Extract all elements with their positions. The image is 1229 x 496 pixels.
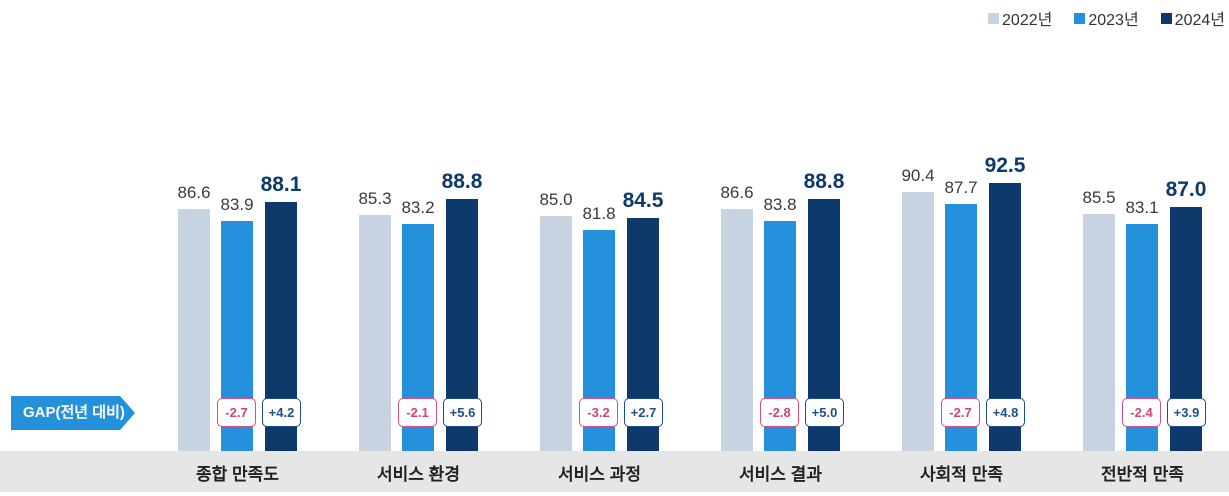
- gap-badge-2023: -2.1: [398, 398, 437, 427]
- legend-swatch-icon: [988, 12, 1000, 24]
- legend: 2022년 2023년 2024년: [988, 6, 1225, 30]
- gap-badge-2023: -2.8: [760, 398, 799, 427]
- gap-badge-2024: +5.6: [443, 398, 482, 427]
- gap-badge-2024: +4.8: [986, 398, 1025, 427]
- gap-badge-2023: -3.2: [579, 398, 618, 427]
- value-label: 83.2: [401, 197, 435, 217]
- bar: [178, 208, 210, 451]
- gap-badge-2024: +2.7: [624, 398, 663, 427]
- gap-badge-2024: +5.0: [805, 398, 844, 427]
- value-label: 83.9: [220, 194, 254, 214]
- value-label: 90.4: [901, 166, 935, 186]
- category-axis-band: [0, 451, 1229, 492]
- gap-label-tag: GAP(전년 대비): [11, 396, 135, 430]
- value-label: 85.3: [358, 188, 392, 208]
- value-label: 83.8: [763, 195, 797, 215]
- gap-badge-2024: +3.9: [1167, 398, 1206, 427]
- value-label: 83.1: [1125, 198, 1159, 218]
- legend-swatch-icon: [1160, 12, 1172, 24]
- value-label: 85.5: [1082, 187, 1116, 207]
- legend-label: 2024년: [1174, 12, 1225, 29]
- category-label: 사회적 만족: [920, 465, 1003, 484]
- legend-item: 2024년: [1160, 6, 1225, 30]
- value-label: 85.0: [539, 189, 573, 209]
- legend-swatch-icon: [1074, 12, 1086, 24]
- value-label: 86.6: [720, 182, 754, 202]
- gap-badge-2024: +4.2: [262, 398, 301, 427]
- category-label: 서비스 환경: [377, 465, 460, 484]
- category-label: 서비스 결과: [739, 465, 822, 484]
- value-label: 88.1: [260, 173, 302, 197]
- value-label: 88.8: [803, 170, 845, 194]
- bar: [1083, 213, 1115, 451]
- value-label: 81.8: [582, 203, 616, 223]
- value-label: 87.0: [1165, 178, 1207, 202]
- bar: [540, 215, 572, 451]
- category-label: 서비스 과정: [558, 465, 641, 484]
- legend-label: 2023년: [1088, 12, 1139, 29]
- legend-label: 2022년: [1002, 12, 1053, 29]
- category-label: 전반적 만족: [1101, 465, 1184, 484]
- bar: [359, 214, 391, 451]
- gap-badge-2023: -2.7: [941, 398, 980, 427]
- legend-item: 2023년: [1074, 6, 1139, 30]
- legend-item: 2022년: [988, 6, 1052, 30]
- value-label: 84.5: [622, 189, 664, 213]
- gap-badge-2023: -2.4: [1122, 398, 1161, 427]
- value-label: 86.6: [177, 182, 211, 202]
- value-label: 92.5: [984, 154, 1026, 177]
- value-label: 87.7: [944, 178, 978, 198]
- value-label: 88.8: [441, 170, 483, 194]
- bar: [902, 192, 934, 451]
- category-label: 종합 만족도: [196, 465, 279, 484]
- gap-badge-2023: -2.7: [217, 398, 256, 427]
- bar: [721, 208, 753, 451]
